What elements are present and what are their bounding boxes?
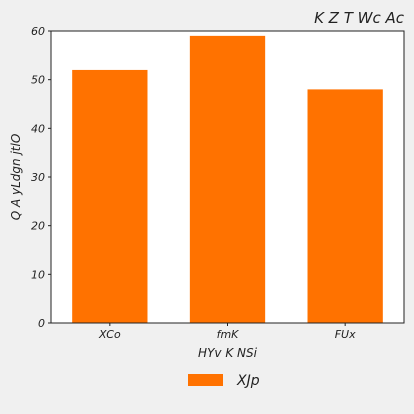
x-tick-label: XCo — [98, 328, 121, 341]
bars — [72, 35, 383, 324]
y-tick-label: 10 — [31, 268, 45, 281]
legend-swatch — [188, 374, 223, 386]
y-tick-label: 40 — [31, 122, 45, 135]
bar-FUx — [307, 89, 383, 324]
y-ticks: 0 10 20 30 40 50 60 — [31, 25, 51, 330]
y-tick-label: 30 — [31, 171, 45, 184]
bar-fmK — [189, 35, 266, 324]
y-tick-label: 50 — [31, 74, 45, 87]
x-tick-label: fmK — [217, 328, 240, 341]
x-axis-label: HYv K NSi — [198, 346, 258, 360]
plot-frame — [50, 30, 405, 324]
y-tick-label: 0 — [38, 317, 45, 330]
y-axis-label: Q A yLdgn jtlO — [9, 134, 23, 221]
legend-label: XJp — [236, 373, 260, 389]
legend: XJp — [188, 373, 260, 389]
y-tick-label: 60 — [31, 25, 45, 38]
x-tick-label: FUx — [335, 328, 356, 341]
chart-title: K Z T Wc Ac — [314, 9, 405, 27]
bar-XCo — [72, 69, 148, 324]
y-tick-label: 20 — [31, 220, 45, 233]
x-ticks: XCo fmK FUx — [98, 323, 356, 341]
